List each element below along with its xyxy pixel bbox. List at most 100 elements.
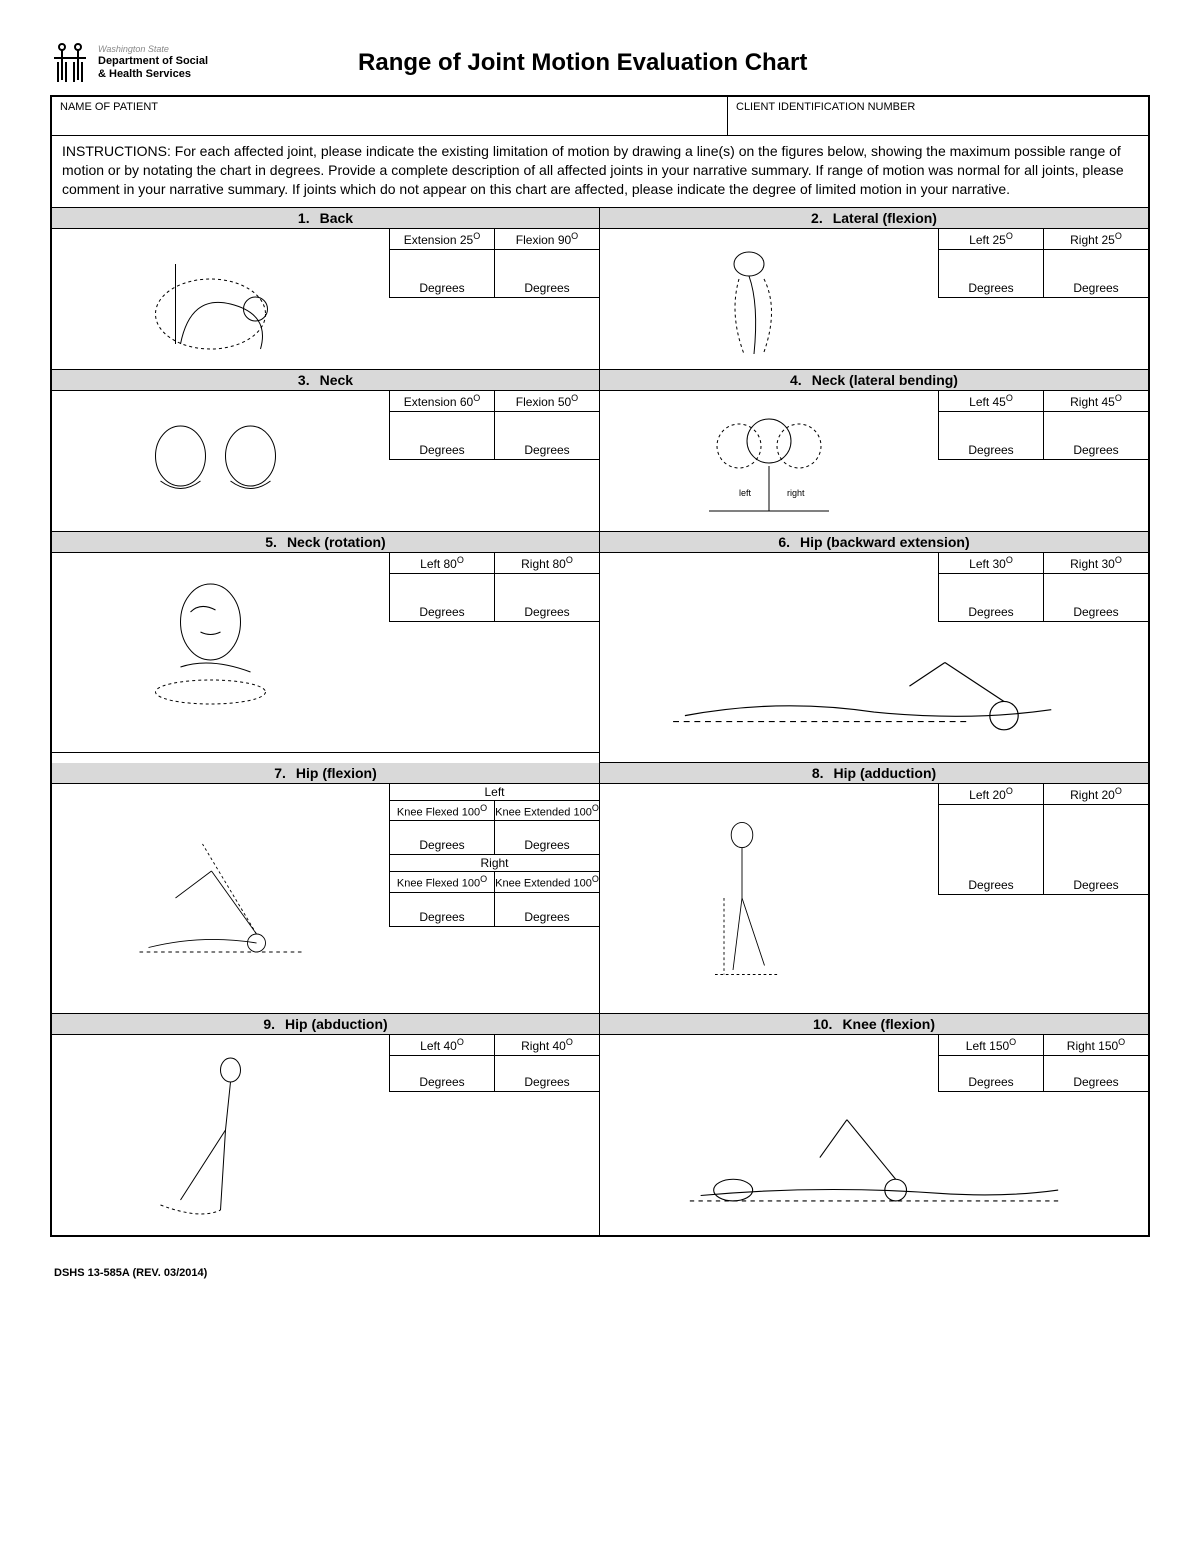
page-header: Washington State Department of Social & … xyxy=(50,40,1150,85)
sec2-num: 2. xyxy=(811,210,823,226)
figure-hip-back-ext xyxy=(600,622,1148,762)
sec7-ke-r-input[interactable]: Degrees xyxy=(494,893,599,927)
sec2-left-input[interactable]: Degrees xyxy=(938,250,1043,298)
figure-hip-flexion xyxy=(52,784,389,1013)
sec10-num: 10. xyxy=(813,1016,832,1032)
sec6-title: Hip (backward extension) xyxy=(800,534,970,550)
panel-knee-flexion: 10. Knee (flexion) Left 150O Right 150O D… xyxy=(600,1014,1148,1235)
panel-hip-flexion: 7. Hip (flexion) Left Knee Flexed 100O xyxy=(52,763,600,1014)
sec6-right-hdr: Right 30O xyxy=(1043,553,1148,574)
agency-dept: Department of Social xyxy=(98,55,208,68)
figure-hip-adduction xyxy=(600,784,938,1013)
figure-hip-abduction xyxy=(52,1035,389,1235)
sec7-kf-r-input[interactable]: Degrees xyxy=(389,893,494,927)
sec7-ke-r-hdr: Knee Extended 100O xyxy=(494,872,599,893)
sec3-ext-input[interactable]: Degrees xyxy=(389,412,494,460)
agency-block: Washington State Department of Social & … xyxy=(98,44,208,81)
sec7-right-sub: Right xyxy=(389,855,599,872)
form-footer: DSHS 13-585A (REV. 03/2014) xyxy=(50,1267,1150,1279)
sec8-left-input[interactable]: Degrees xyxy=(938,805,1043,895)
sec5-num: 5. xyxy=(265,534,277,550)
sec1-title: Back xyxy=(320,210,353,226)
sec7-num: 7. xyxy=(274,765,286,781)
panel-neck-lateral: 4. Neck (lateral bending) left right xyxy=(600,370,1148,532)
panel-hip-adduction: 8. Hip (adduction) Left 20O Right 20O xyxy=(600,763,1148,1014)
sec7-left-sub: Left xyxy=(389,784,599,801)
dshs-logo-icon xyxy=(50,40,90,85)
sec5-left-input[interactable]: Degrees xyxy=(389,574,494,622)
id-row: NAME OF PATIENT CLIENT IDENTIFICATION NU… xyxy=(52,97,1148,136)
sec8-title: Hip (adduction) xyxy=(834,765,937,781)
panel-neck: 3.Neck Extension 60O Flexion 50O Deg xyxy=(52,370,600,532)
sec1-flex-input[interactable]: Degrees xyxy=(494,250,599,298)
sec8-right-hdr: Right 20O xyxy=(1043,784,1148,805)
sec4-left-hdr: Left 45O xyxy=(938,391,1043,412)
panel-hip-back-ext: 6. Hip (backward extension) Left 30O Righ… xyxy=(600,532,1148,763)
client-id-field[interactable]: CLIENT IDENTIFICATION NUMBER xyxy=(728,97,1148,135)
sec3-flex-hdr: Flexion 50O xyxy=(494,391,599,412)
sec5-left-hdr: Left 80O xyxy=(389,553,494,574)
sec1-flex-hdr: Flexion 90O xyxy=(494,229,599,250)
figure-neck xyxy=(52,391,389,531)
panel-lateral-flexion: 2. Lateral (flexion) Left 25O Right 25O xyxy=(600,208,1148,370)
panel-neck-rotation: 5.Neck (rotation) Left 80O Right 80O xyxy=(52,532,600,763)
name-of-patient-field[interactable]: NAME OF PATIENT xyxy=(52,97,728,135)
sec9-right-hdr: Right 40O xyxy=(494,1035,599,1056)
sec3-flex-input[interactable]: Degrees xyxy=(494,412,599,460)
figure-neck-rotation xyxy=(52,553,389,752)
sec9-left-hdr: Left 40O xyxy=(389,1035,494,1056)
sec4-right-hdr: Right 45O xyxy=(1043,391,1148,412)
sec4-title: Neck (lateral bending) xyxy=(812,372,958,388)
sec7-kf-r-hdr: Knee Flexed 100O xyxy=(389,872,494,893)
sec9-left-input[interactable]: Degrees xyxy=(389,1056,494,1092)
sec10-right-hdr: Right 150O xyxy=(1043,1035,1148,1056)
page-title: Range of Joint Motion Evaluation Chart xyxy=(358,49,1150,77)
figure-back xyxy=(52,229,389,369)
sec7-title: Hip (flexion) xyxy=(296,765,377,781)
sec2-title: Lateral (flexion) xyxy=(833,210,937,226)
sec7-ke-l-input[interactable]: Degrees xyxy=(494,821,599,855)
svg-text:left: left xyxy=(739,488,752,498)
sec7-kf-l-hdr: Knee Flexed 100O xyxy=(389,801,494,822)
sec4-left-input[interactable]: Degrees xyxy=(938,412,1043,460)
name-label: NAME OF PATIENT xyxy=(60,101,158,113)
sec1-ext-hdr: Extension 25O xyxy=(389,229,494,250)
sec8-num: 8. xyxy=(812,765,824,781)
agency-state: Washington State xyxy=(98,44,208,55)
sec10-title: Knee (flexion) xyxy=(842,1016,935,1032)
sec5-right-input[interactable]: Degrees xyxy=(494,574,599,622)
sec3-num: 3. xyxy=(298,372,310,388)
sec6-num: 6. xyxy=(778,534,790,550)
agency-health: & Health Services xyxy=(98,68,208,81)
panel-back: 1.Back Extension 25O Flexion 90O xyxy=(52,208,600,370)
sec9-title: Hip (abduction) xyxy=(285,1016,388,1032)
sec10-left-input[interactable]: Degrees xyxy=(938,1056,1043,1092)
figure-knee-flexion xyxy=(600,1092,1148,1235)
sec8-left-hdr: Left 20O xyxy=(938,784,1043,805)
sec1-ext-input[interactable]: Degrees xyxy=(389,250,494,298)
sec9-num: 9. xyxy=(263,1016,275,1032)
sec3-title: Neck xyxy=(320,372,353,388)
svg-text:right: right xyxy=(787,488,805,498)
sec8-right-input[interactable]: Degrees xyxy=(1043,805,1148,895)
client-label: CLIENT IDENTIFICATION NUMBER xyxy=(736,101,915,113)
sec10-left-hdr: Left 150O xyxy=(938,1035,1043,1056)
sec6-right-input[interactable]: Degrees xyxy=(1043,574,1148,622)
figure-lateral xyxy=(600,229,938,369)
instructions: INSTRUCTIONS: For each affected joint, p… xyxy=(52,136,1148,208)
sec3-ext-hdr: Extension 60O xyxy=(389,391,494,412)
sec7-kf-l-input[interactable]: Degrees xyxy=(389,821,494,855)
sec9-right-input[interactable]: Degrees xyxy=(494,1056,599,1092)
sec7-ke-l-hdr: Knee Extended 100O xyxy=(494,801,599,822)
figure-neck-lateral: left right xyxy=(600,391,938,531)
sec6-left-input[interactable]: Degrees xyxy=(938,574,1043,622)
sec10-right-input[interactable]: Degrees xyxy=(1043,1056,1148,1092)
sec4-right-input[interactable]: Degrees xyxy=(1043,412,1148,460)
sec2-right-input[interactable]: Degrees xyxy=(1043,250,1148,298)
sec4-num: 4. xyxy=(790,372,802,388)
sec2-right-hdr: Right 25O xyxy=(1043,229,1148,250)
sec6-left-hdr: Left 30O xyxy=(938,553,1043,574)
sec2-left-hdr: Left 25O xyxy=(938,229,1043,250)
form-outer: NAME OF PATIENT CLIENT IDENTIFICATION NU… xyxy=(50,95,1150,1237)
panel-hip-abduction: 9. Hip (abduction) Left 40O Right 40O xyxy=(52,1014,600,1235)
